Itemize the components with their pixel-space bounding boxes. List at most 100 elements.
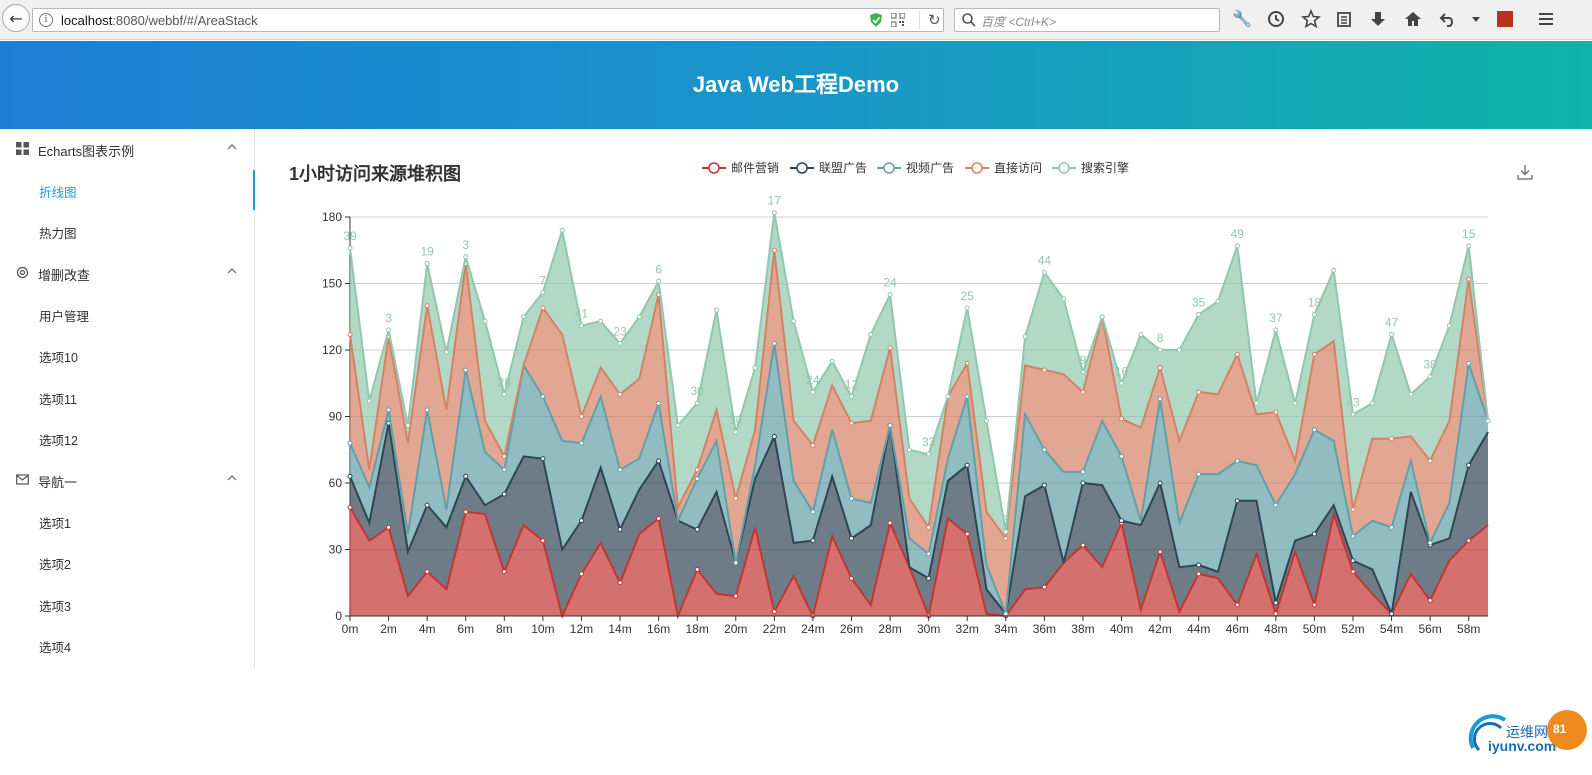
star-icon[interactable]: [1301, 9, 1321, 29]
x-tick-label: 26m: [840, 622, 863, 636]
qr-code-icon[interactable]: [891, 13, 905, 27]
data-point: [752, 365, 758, 371]
area-0: [350, 507, 1488, 616]
reload-icon[interactable]: ↻: [919, 11, 941, 29]
data-point: [1041, 584, 1047, 590]
download-icon[interactable]: [1516, 163, 1534, 181]
x-tick-label: 58m: [1457, 622, 1480, 636]
data-point: [1369, 400, 1375, 406]
data-point: [636, 314, 642, 320]
data-point: [848, 575, 854, 581]
menu-group-crud[interactable]: 增删改查: [0, 253, 255, 293]
sidebar-item-option2[interactable]: 选项2: [0, 542, 255, 582]
menu-icon[interactable]: [1536, 9, 1556, 29]
data-point: [1157, 396, 1163, 402]
x-tick-label: 14m: [608, 622, 631, 636]
data-label: 44: [1038, 253, 1052, 267]
sidebar-item-option12[interactable]: 选项12: [0, 418, 255, 458]
dropdown-arrow-icon[interactable]: [1466, 9, 1486, 29]
data-point: [1157, 549, 1163, 555]
sidebar-item-user-management[interactable]: 用户管理: [0, 294, 255, 334]
data-point: [1350, 507, 1356, 513]
x-tick-label: 54m: [1380, 622, 1403, 636]
data-point: [1234, 243, 1240, 249]
data-point: [463, 473, 469, 479]
sidebar-item-label: 用户管理: [39, 310, 90, 324]
wrench-icon[interactable]: 🔧: [1232, 9, 1252, 28]
data-point: [771, 210, 777, 216]
data-point: [1215, 298, 1221, 304]
data-point: [1466, 360, 1472, 366]
data-point: [1389, 436, 1395, 442]
extension-icon[interactable]: [1497, 11, 1513, 27]
data-point: [713, 307, 719, 313]
sidebar-item-line-chart[interactable]: 折线图: [0, 170, 255, 210]
menu-group-label: Echarts图表示例: [38, 144, 135, 159]
data-label: 7: [540, 273, 547, 287]
data-point: [1273, 611, 1279, 617]
legend-label: 直接访问: [994, 160, 1042, 175]
data-point: [1003, 535, 1009, 541]
data-label: 37: [1269, 311, 1283, 325]
y-tick-label: 120: [322, 343, 342, 357]
data-point: [1485, 418, 1491, 424]
data-point: [540, 394, 546, 400]
home-icon[interactable]: [1403, 9, 1423, 29]
sidebar-item-option3[interactable]: 选项3: [0, 584, 255, 624]
data-point: [540, 289, 546, 295]
address-bar[interactable]: i localhost:8080/webbf/#/AreaStack ↻: [32, 8, 944, 32]
shield-icon[interactable]: [869, 12, 883, 28]
history-icon[interactable]: [1266, 9, 1286, 29]
data-point: [1041, 482, 1047, 488]
data-point: [887, 345, 893, 351]
url-text[interactable]: localhost:8080/webbf/#/AreaStack: [61, 13, 258, 28]
data-point: [463, 254, 469, 260]
data-point: [945, 394, 951, 400]
y-tick-label: 150: [322, 277, 342, 291]
download-arrow-icon[interactable]: [1368, 9, 1388, 29]
info-icon[interactable]: i: [39, 13, 53, 27]
sidebar-item-option1[interactable]: 选项1: [0, 501, 255, 541]
data-point: [791, 318, 797, 324]
data-point: [1119, 453, 1125, 459]
data-point: [733, 496, 739, 502]
x-tick-label: 4m: [419, 622, 436, 636]
sidebar-item-heatmap[interactable]: 热力图: [0, 211, 255, 251]
series-line-2: [349, 343, 1489, 615]
data-point: [848, 420, 854, 426]
undo-icon[interactable]: [1438, 9, 1458, 29]
area-4: [350, 212, 1488, 539]
data-point: [1311, 351, 1317, 357]
data-point: [424, 303, 430, 309]
data-point: [598, 318, 604, 324]
sidebar-item-label: 选项3: [39, 600, 71, 614]
data-point: [578, 571, 584, 577]
data-point: [1389, 524, 1395, 530]
sidebar-item-option10[interactable]: 选项10: [0, 335, 255, 375]
data-point: [694, 476, 700, 482]
data-point: [1003, 611, 1009, 617]
search-bar[interactable]: 百度 <Ctrl+K>: [954, 8, 1220, 32]
data-point: [771, 340, 777, 346]
data-point: [1408, 391, 1414, 397]
data-label: 6: [655, 262, 662, 276]
x-tick-label: 24m: [801, 622, 824, 636]
sidebar-item-label: 选项11: [39, 393, 77, 407]
browser-toolbar: ← i localhost:8080/webbf/#/AreaStack ↻ 百…: [0, 0, 1592, 40]
menu-group-echarts[interactable]: Echarts图表示例: [0, 129, 255, 169]
search-icon: [962, 13, 976, 27]
data-point: [1254, 400, 1260, 406]
back-arrow-icon[interactable]: ←: [2, 4, 30, 32]
sidebar-item-option4[interactable]: 选项4: [0, 625, 255, 665]
clipboard-icon[interactable]: [1334, 9, 1354, 29]
x-tick-label: 22m: [763, 622, 786, 636]
data-point: [1022, 334, 1028, 340]
url-path: :8080/webbf/#/AreaStack: [112, 13, 258, 28]
data-point: [1080, 469, 1086, 475]
app-header: Java Web工程Demo: [0, 41, 1592, 129]
menu-group-nav1[interactable]: 导航一: [0, 460, 255, 500]
sidebar-item-option11[interactable]: 选项11: [0, 377, 255, 417]
data-point: [386, 524, 392, 530]
data-point: [347, 504, 353, 510]
